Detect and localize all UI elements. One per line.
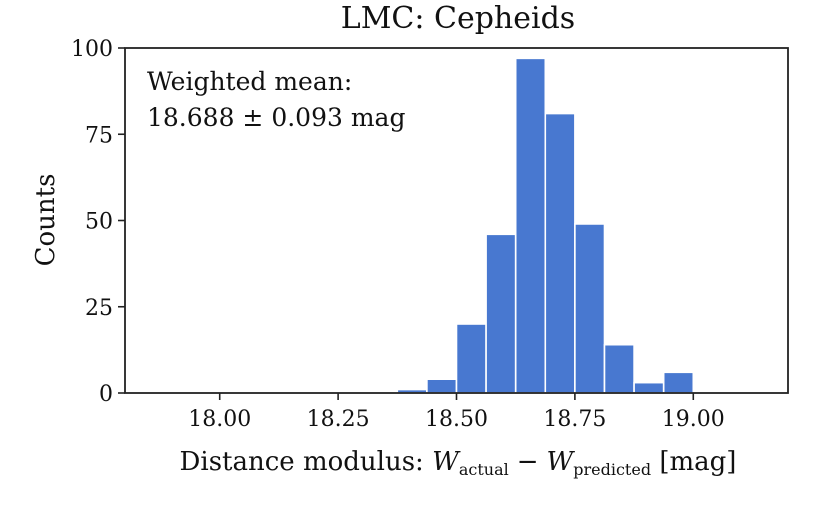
chart-title: LMC: Cepheids bbox=[341, 1, 575, 36]
y-axis-label: Counts bbox=[31, 174, 61, 267]
x-label-suffix: [mag] bbox=[651, 447, 736, 477]
x-label-term1-symbol: W bbox=[432, 447, 461, 477]
y-tick-label-4: 100 bbox=[71, 37, 113, 62]
x-tick-label-4: 19.00 bbox=[662, 407, 725, 432]
x-label-term1-subscript: actual bbox=[459, 460, 509, 479]
x-label-term2-subscript: predicted bbox=[573, 460, 651, 479]
x-tick-label-3: 18.75 bbox=[543, 407, 606, 432]
y-tick-label-0: 0 bbox=[99, 382, 113, 407]
annotation-line1: Weighted mean: bbox=[147, 67, 352, 96]
histogram-bar-2 bbox=[455, 323, 487, 394]
y-tick-label-1: 25 bbox=[85, 296, 113, 321]
histogram-bar-8 bbox=[633, 381, 665, 394]
x-label-term2-symbol: W bbox=[547, 447, 576, 477]
x-axis-label: Distance modulus: Wactual − Wpredicted [ma… bbox=[180, 447, 737, 479]
annotation-line2: 18.688 ± 0.093 mag bbox=[147, 103, 405, 132]
x-tick-label-2: 18.50 bbox=[425, 407, 488, 432]
histogram-bar-6 bbox=[574, 223, 606, 394]
histogram-bar-3 bbox=[485, 233, 517, 394]
histogram-bar-4 bbox=[514, 57, 547, 394]
histogram-bar-1 bbox=[426, 378, 458, 394]
histogram-bars bbox=[396, 57, 695, 394]
x-label-operator: − bbox=[517, 447, 539, 477]
y-axis-ticks: 0 25 50 75 100 bbox=[71, 37, 125, 407]
y-tick-label-2: 50 bbox=[85, 210, 113, 235]
plot-frame bbox=[124, 47, 789, 394]
x-axis-ticks: 18.00 18.25 18.50 18.75 19.00 bbox=[188, 393, 725, 432]
y-tick-label-3: 75 bbox=[85, 123, 113, 148]
histogram-bar-5 bbox=[544, 112, 576, 394]
x-tick-label-0: 18.00 bbox=[188, 407, 251, 432]
x-tick-label-1: 18.25 bbox=[307, 407, 370, 432]
histogram-bar-9 bbox=[662, 371, 695, 394]
x-label-prefix: Distance modulus: bbox=[180, 447, 433, 477]
histogram-bar-7 bbox=[603, 343, 635, 394]
